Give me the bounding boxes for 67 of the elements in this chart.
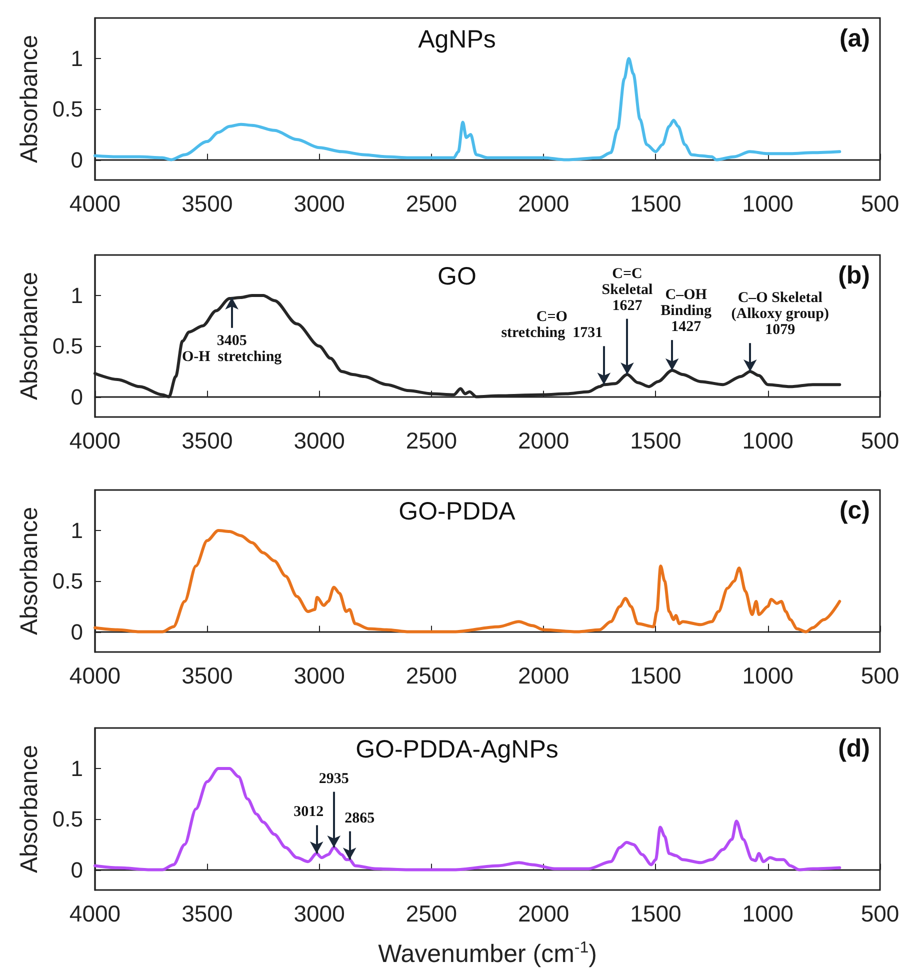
y-tick-label: 1: [70, 518, 83, 543]
x-tick-label: 2000: [518, 662, 570, 688]
x-tick-label: 500: [860, 428, 900, 454]
y-tick-label: 0: [70, 619, 83, 644]
x-tick-label: 2500: [406, 190, 458, 216]
x-tick-label: 3500: [182, 428, 233, 454]
chart-title: GO-PDDA: [398, 498, 516, 526]
annotation: (d): [838, 734, 870, 762]
annotation: C–O Skeletal (Alkoxy group) 1079: [731, 290, 829, 338]
x-tick-label: 2000: [518, 900, 570, 926]
y-tick-label: 1: [70, 756, 83, 781]
x-tick-label: 3000: [294, 190, 345, 216]
x-tick-label: 500: [860, 190, 900, 216]
x-tick-label: 3000: [294, 900, 345, 926]
x-tick-label: 1000: [742, 428, 794, 454]
annotation: (b): [838, 262, 870, 290]
x-tick-label: 4000: [69, 662, 121, 688]
chart-title: GO: [438, 262, 476, 290]
y-tick-label: 0.5: [52, 334, 83, 359]
y-axis-title: Absorbance: [16, 272, 44, 400]
x-tick-label: 2500: [406, 662, 458, 688]
x-tick-label: 2500: [406, 428, 458, 454]
chart-title: AgNPs: [418, 26, 496, 54]
x-tick-label: 1000: [742, 662, 794, 688]
annotation: (c): [839, 496, 870, 524]
annotation: 3012: [294, 804, 324, 820]
x-tick-label: 4000: [69, 900, 121, 926]
annotation: 3405 O-H stretching: [182, 332, 282, 365]
x-tick-label: 1500: [630, 900, 682, 926]
x-tick-label: 4000: [69, 428, 121, 454]
x-tick-label: 1500: [630, 662, 682, 688]
line-series: [94, 529, 842, 634]
annotation: 2865: [344, 810, 375, 826]
y-tick-label: 0: [70, 857, 83, 882]
y-tick-label: 1: [70, 283, 83, 308]
y-axis-title: Absorbance: [16, 506, 44, 636]
y-axis-title: Absorbance: [16, 744, 44, 874]
line-series: [94, 767, 842, 872]
x-tick-label: 3500: [182, 900, 233, 926]
x-tick-label: 500: [860, 662, 900, 688]
annotation: C–OH Binding 1427: [660, 287, 712, 336]
y-tick-label: 0.5: [52, 806, 83, 832]
y-tick-label: 0: [70, 384, 83, 410]
x-tick-label: 1500: [630, 428, 682, 454]
y-tick-label: 0: [70, 147, 83, 172]
annotation: C=C Skeletal 1627: [602, 266, 653, 314]
chart-title: GO-PDDA-AgNPs: [356, 736, 558, 764]
annotation: (a): [839, 24, 870, 52]
y-tick-label: 0.5: [52, 568, 83, 594]
x-tick-label: 2000: [518, 428, 570, 454]
x-tick-label: 1000: [742, 190, 794, 216]
x-tick-label: 1500: [630, 190, 682, 216]
x-tick-label: 2500: [406, 900, 458, 926]
x-tick-label: 3000: [294, 662, 345, 688]
y-axis-title: Absorbance: [16, 34, 44, 164]
x-tick-label: 3500: [182, 190, 233, 216]
line-series: [94, 57, 842, 162]
x-tick-label: 3500: [182, 662, 233, 688]
x-tick-label: 3000: [294, 428, 345, 454]
x-tick-label: 2000: [518, 190, 570, 216]
annotation: C=O stretching 1731: [501, 309, 603, 342]
x-tick-label: 500: [860, 900, 900, 926]
x-tick-label: 4000: [69, 190, 121, 216]
y-tick-label: 0.5: [52, 96, 83, 122]
x-tick-label: 1000: [742, 900, 794, 926]
y-tick-label: 1: [70, 46, 83, 71]
annotation: 2935: [318, 770, 349, 787]
